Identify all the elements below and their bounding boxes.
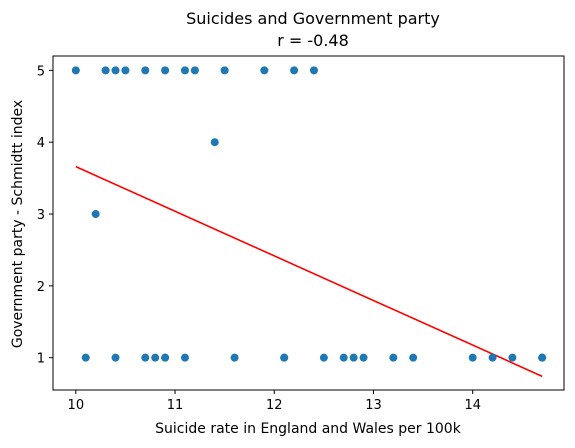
data-point xyxy=(81,353,90,362)
data-point xyxy=(101,66,110,75)
data-point xyxy=(121,66,130,75)
data-point xyxy=(349,353,358,362)
chart-subtitle: r = -0.48 xyxy=(277,31,349,50)
data-point xyxy=(538,353,547,362)
data-point xyxy=(161,353,170,362)
data-points-layer xyxy=(71,66,547,362)
plot-frame xyxy=(52,55,565,391)
data-point xyxy=(280,353,289,362)
data-point xyxy=(141,353,150,362)
data-point xyxy=(220,66,229,75)
data-point xyxy=(508,353,517,362)
data-point xyxy=(309,66,318,75)
data-point xyxy=(151,353,160,362)
data-point xyxy=(91,210,100,219)
regression-line-layer xyxy=(75,165,543,378)
y-tick-label: 2 xyxy=(37,280,45,295)
y-tick-label: 5 xyxy=(37,64,45,79)
y-tick-label: 4 xyxy=(37,136,45,151)
x-tick-label: 10 xyxy=(68,398,85,413)
data-point xyxy=(488,353,497,362)
y-axis-label: Government party - Schmidtt index xyxy=(10,100,26,348)
data-point xyxy=(180,66,189,75)
x-tick-label: 11 xyxy=(167,398,184,413)
x-tick-label: 12 xyxy=(266,398,283,413)
data-point xyxy=(409,353,418,362)
data-point xyxy=(319,353,328,362)
data-point xyxy=(180,353,189,362)
data-point xyxy=(190,66,199,75)
data-point xyxy=(359,353,368,362)
data-point xyxy=(290,66,299,75)
x-tick-label: 13 xyxy=(365,398,382,413)
y-tick-label: 3 xyxy=(37,208,45,223)
chart-title: Suicides and Government party xyxy=(186,9,440,28)
data-point xyxy=(230,353,239,362)
data-point xyxy=(389,353,398,362)
data-point xyxy=(161,66,170,75)
x-axis-label: Suicide rate in England and Wales per 10… xyxy=(155,421,462,437)
data-point xyxy=(141,66,150,75)
regression-line xyxy=(75,165,543,378)
data-point xyxy=(260,66,269,75)
data-point xyxy=(111,353,120,362)
data-point xyxy=(71,66,80,75)
data-point xyxy=(111,66,120,75)
x-tick-label: 14 xyxy=(464,398,481,413)
y-tick-label: 1 xyxy=(37,352,45,367)
data-point xyxy=(468,353,477,362)
data-point xyxy=(210,138,219,147)
data-point xyxy=(339,353,348,362)
